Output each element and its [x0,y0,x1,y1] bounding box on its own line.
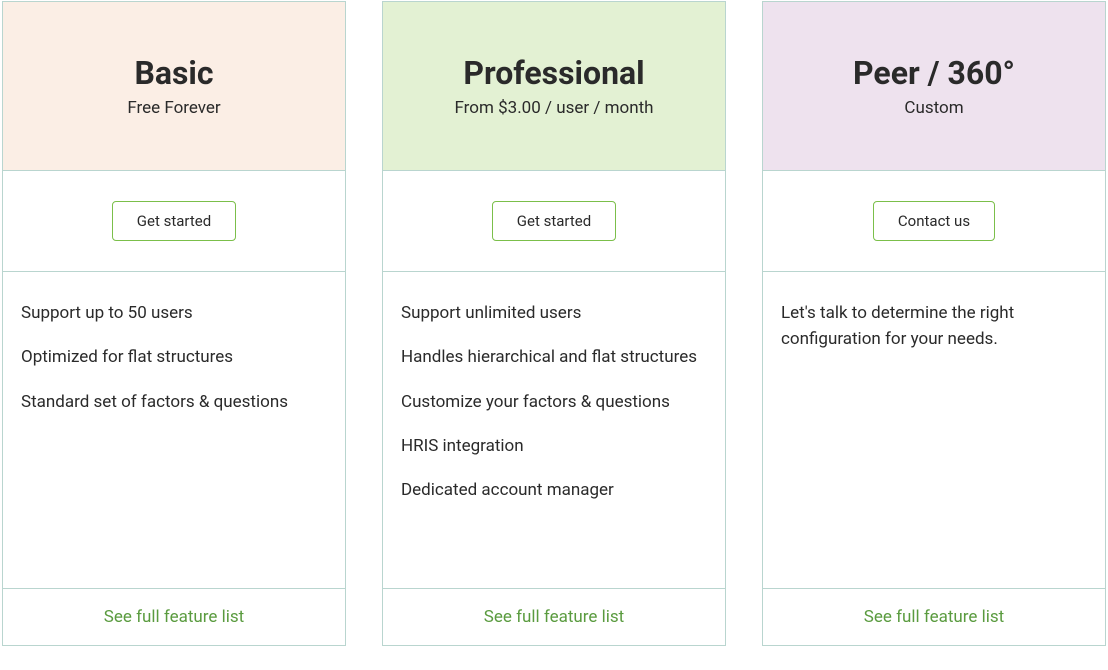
card-action-area: Contact us [763,171,1105,272]
card-subtitle: Free Forever [127,98,220,118]
card-features: Support unlimited users Handles hierarch… [383,272,725,588]
feature-item: Optimized for flat structures [21,344,327,370]
card-title: Professional [463,54,644,92]
feature-item: Handles hierarchical and flat structures [401,344,707,370]
card-footer: See full feature list [383,588,725,645]
card-action-area: Get started [383,171,725,272]
card-subtitle: From $3.00 / user / month [454,98,653,118]
card-footer: See full feature list [3,588,345,645]
card-subtitle: Custom [904,98,963,118]
feature-item: Support unlimited users [401,300,707,326]
card-title: Basic [134,54,213,92]
get-started-button[interactable]: Get started [492,201,616,241]
card-footer: See full feature list [763,588,1105,645]
card-header-professional: Professional From $3.00 / user / month [383,2,725,171]
see-full-feature-list-link[interactable]: See full feature list [104,607,244,627]
feature-item: Standard set of factors & questions [21,389,327,415]
contact-us-button[interactable]: Contact us [873,201,995,241]
card-features: Let's talk to determine the right config… [763,272,1105,588]
feature-item: Support up to 50 users [21,300,327,326]
card-title: Peer / 360° [853,54,1015,92]
card-header-peer: Peer / 360° Custom [763,2,1105,171]
pricing-card-professional: Professional From $3.00 / user / month G… [382,1,726,646]
card-action-area: Get started [3,171,345,272]
get-started-button[interactable]: Get started [112,201,236,241]
see-full-feature-list-link[interactable]: See full feature list [864,607,1004,627]
feature-item: HRIS integration [401,433,707,459]
card-header-basic: Basic Free Forever [3,2,345,171]
feature-item: Customize your factors & questions [401,389,707,415]
feature-item: Let's talk to determine the right config… [781,300,1087,353]
pricing-card-peer: Peer / 360° Custom Contact us Let's talk… [762,1,1106,646]
card-features: Support up to 50 users Optimized for fla… [3,272,345,588]
feature-item: Dedicated account manager [401,477,707,503]
see-full-feature-list-link[interactable]: See full feature list [484,607,624,627]
pricing-cards-row: Basic Free Forever Get started Support u… [0,0,1108,647]
pricing-card-basic: Basic Free Forever Get started Support u… [2,1,346,646]
